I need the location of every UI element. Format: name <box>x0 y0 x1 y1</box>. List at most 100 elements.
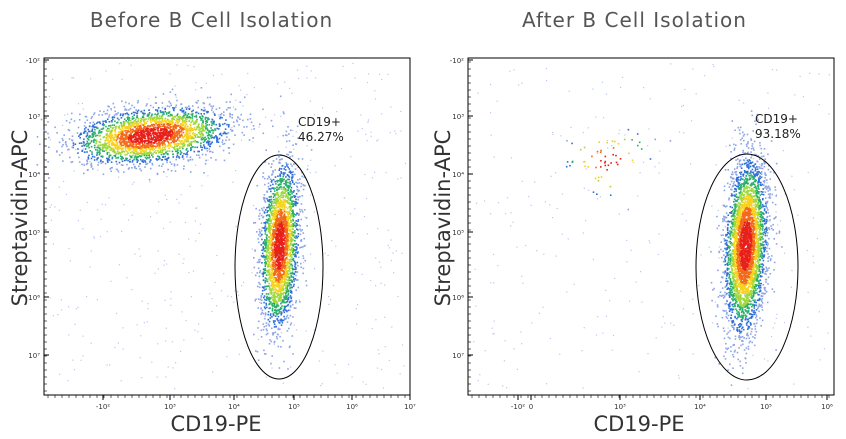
event-dot <box>190 148 192 151</box>
event-dot <box>285 206 288 209</box>
event-dot <box>263 289 266 291</box>
event-dot <box>206 150 209 152</box>
event-dot <box>330 299 332 301</box>
event-dot <box>279 292 282 294</box>
event-dot <box>113 129 116 132</box>
event-dot <box>82 108 84 110</box>
event-dot <box>174 125 177 127</box>
event-dot <box>289 291 292 293</box>
event-dot <box>164 143 166 146</box>
event-dot <box>163 129 165 132</box>
event-dot <box>290 265 292 267</box>
event-dot <box>286 321 289 323</box>
event-dot <box>248 139 251 141</box>
event-dot <box>276 246 278 248</box>
event-dot <box>111 129 113 131</box>
event-dot <box>155 131 157 134</box>
event-dot <box>282 293 284 295</box>
event-dot <box>93 141 95 144</box>
event-dot <box>181 142 183 144</box>
event-dot <box>166 133 168 135</box>
event-dot <box>173 164 176 167</box>
event-dot <box>299 247 301 249</box>
event-dot <box>192 137 195 140</box>
event-dot <box>237 116 239 118</box>
event-dot <box>125 125 127 128</box>
event-dot <box>58 154 61 156</box>
event-dot <box>278 286 280 288</box>
event-dot <box>122 148 124 150</box>
event-dot <box>134 149 137 151</box>
event-dot <box>276 188 278 191</box>
event-dot <box>68 138 71 140</box>
event-dot <box>277 315 280 318</box>
event-dot <box>232 143 235 146</box>
event-dot <box>280 208 283 211</box>
event-dot <box>136 114 138 117</box>
event-dot <box>105 133 108 136</box>
event-dot <box>212 130 215 132</box>
event-dot <box>269 339 271 341</box>
event-dot <box>270 219 273 221</box>
event-dot <box>295 131 297 133</box>
event-dot <box>284 298 287 300</box>
event-dot <box>273 343 275 346</box>
event-dot <box>161 132 164 134</box>
event-dot <box>121 126 124 128</box>
event-dot <box>269 251 271 253</box>
event-dot <box>110 142 113 145</box>
event-dot <box>268 296 270 299</box>
event-dot <box>135 145 137 148</box>
event-dot <box>72 359 74 361</box>
event-dot <box>108 141 111 143</box>
event-dot <box>289 209 292 212</box>
event-dot <box>153 129 155 131</box>
event-dot <box>304 216 306 218</box>
event-dot <box>154 126 156 129</box>
event-dot <box>129 144 132 146</box>
event-dot <box>131 123 133 125</box>
event-dot <box>154 120 157 123</box>
event-dot <box>270 254 272 257</box>
event-dot <box>133 114 135 116</box>
event-dot <box>352 62 354 65</box>
event-dot <box>274 252 277 254</box>
event-dot <box>183 139 186 141</box>
event-dot <box>151 147 154 149</box>
event-dot <box>264 262 266 264</box>
event-dot <box>264 263 267 266</box>
event-dot <box>130 135 133 137</box>
event-dot <box>123 138 125 141</box>
event-dot <box>288 176 291 178</box>
event-dot <box>106 159 109 162</box>
event-dot <box>267 274 270 276</box>
event-dot <box>123 121 126 123</box>
event-dot <box>99 110 101 112</box>
event-dot <box>281 230 283 232</box>
event-dot <box>275 204 278 207</box>
event-dot <box>269 271 271 274</box>
event-dot <box>265 299 268 301</box>
event-dot <box>40 118 43 121</box>
event-dot <box>282 292 285 294</box>
event-dot <box>280 269 283 272</box>
event-dot <box>184 121 186 124</box>
event-dot <box>110 132 112 135</box>
event-dot <box>127 127 130 130</box>
event-dot <box>285 297 287 299</box>
event-dot <box>274 233 276 235</box>
event-dot <box>286 310 288 313</box>
event-dot <box>292 215 295 218</box>
event-dot <box>299 178 301 180</box>
event-dot <box>151 125 154 127</box>
event-dot <box>290 366 292 368</box>
event-dot <box>276 250 279 253</box>
event-dot <box>240 139 243 141</box>
event-dot <box>371 328 373 330</box>
event-dot <box>269 289 271 292</box>
event-dot <box>190 127 192 129</box>
event-dot <box>163 113 165 115</box>
event-dot <box>267 210 270 212</box>
event-dot <box>154 145 156 148</box>
event-dot <box>275 158 278 160</box>
